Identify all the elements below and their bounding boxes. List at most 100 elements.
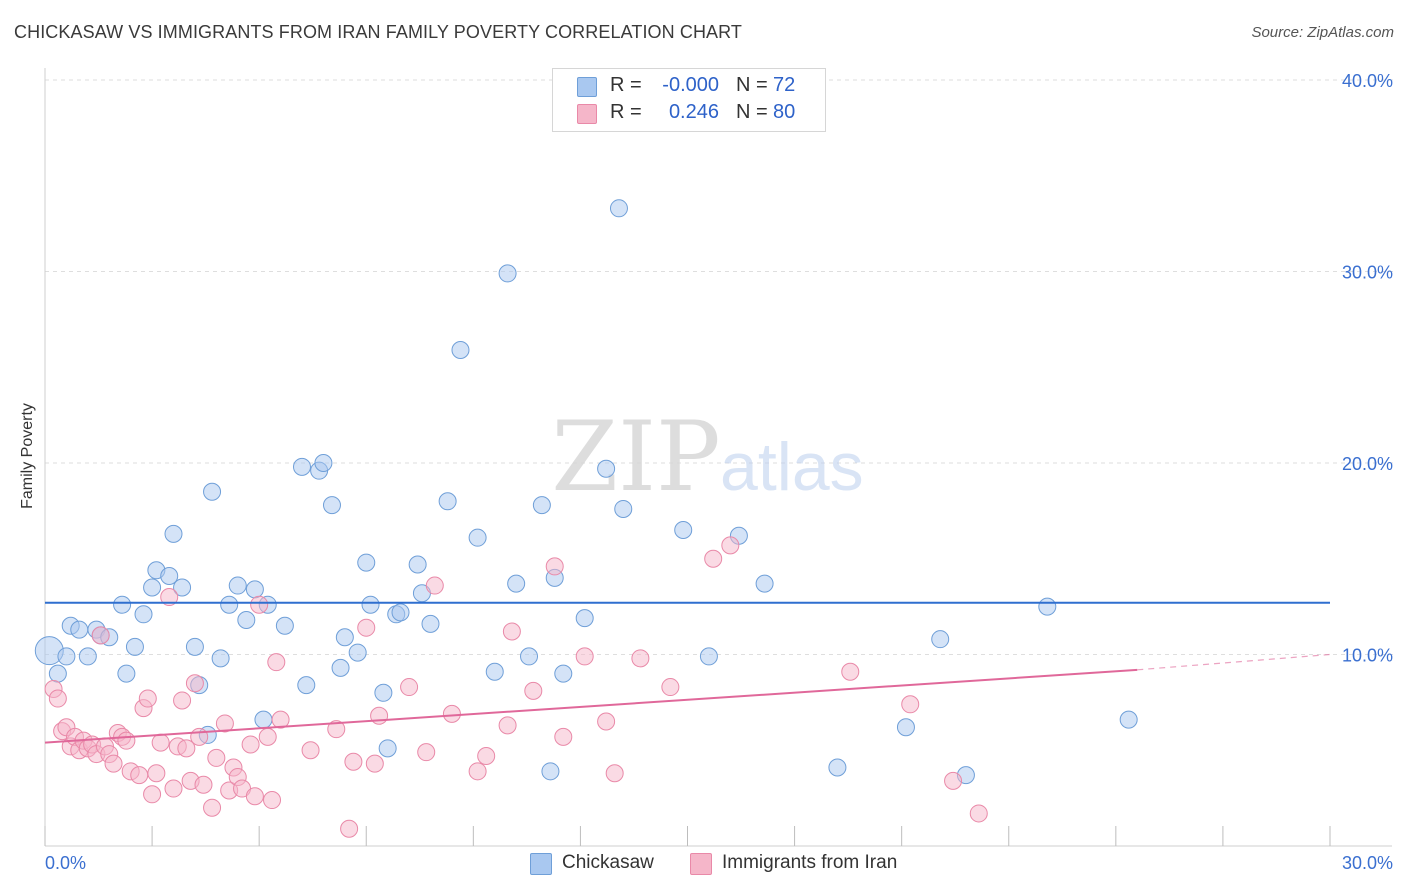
data-point-iran [944, 771, 963, 790]
data-point-chickasaw [185, 637, 204, 656]
data-point-chickasaw [48, 664, 67, 683]
data-point-iran [258, 727, 277, 746]
data-point-chickasaw [143, 578, 162, 597]
data-point-iran [545, 557, 564, 576]
legend-r-value: -0.000 [662, 74, 719, 96]
data-point-chickasaw [609, 199, 628, 218]
data-point-chickasaw [614, 499, 633, 518]
data-point-chickasaw [322, 496, 341, 515]
source-label: Source: ZipAtlas.com [1251, 24, 1394, 41]
legend-label-iran: Immigrants from Iran [722, 852, 898, 873]
data-point-iran [151, 733, 170, 752]
data-point-chickasaw [378, 739, 397, 758]
data-point-iran [143, 785, 162, 804]
data-point-iran [177, 739, 196, 758]
legend-row-iran: R = 0.246 N = 80 [553, 101, 825, 127]
data-point-chickasaw [297, 676, 316, 695]
data-point-chickasaw [507, 574, 526, 593]
series-iran [44, 536, 988, 838]
data-point-chickasaw [164, 524, 183, 543]
data-point-chickasaw [374, 683, 393, 702]
chart-title: CHICKASAW VS IMMIGRANTS FROM IRAN FAMILY… [14, 22, 743, 42]
data-point-chickasaw [541, 762, 560, 781]
legend-swatch-iran [690, 853, 712, 875]
data-point-chickasaw [173, 578, 192, 597]
watermark-atlas: atlas [720, 429, 864, 505]
data-point-chickasaw [293, 457, 311, 476]
watermark-zip: ZIP [551, 401, 720, 513]
data-point-chickasaw [134, 605, 153, 624]
data-point-iran [901, 695, 920, 714]
y-tick-label: 20.0% [1342, 454, 1393, 474]
data-point-iran [241, 735, 260, 754]
data-point-iran [327, 720, 346, 739]
data-point-iran [207, 748, 226, 767]
data-point-iran [267, 653, 286, 672]
data-point-iran [147, 764, 166, 783]
data-point-chickasaw [391, 603, 410, 622]
axes [44, 68, 1392, 847]
data-point-chickasaw [335, 628, 354, 647]
data-point-chickasaw [228, 576, 247, 595]
legend-label-chickasaw: Chickasaw [562, 852, 654, 873]
data-point-chickasaw [254, 710, 273, 729]
legend-n-label: N = [736, 74, 768, 96]
legend-n-value: 80 [773, 101, 796, 123]
trend-lines [44, 601, 1331, 744]
legend-r-label: R = [610, 101, 642, 123]
y-tick-label: 10.0% [1342, 646, 1393, 666]
data-point-iran [969, 804, 988, 823]
data-point-chickasaw [275, 616, 294, 635]
data-point-chickasaw [421, 614, 440, 633]
data-point-iran [301, 741, 320, 760]
data-point-chickasaw [211, 649, 230, 668]
x-tick-label: 30.0% [1342, 853, 1393, 873]
data-point-iran [130, 766, 149, 785]
data-point-chickasaw [117, 664, 136, 683]
data-point-chickasaw [931, 630, 950, 649]
correlation-legend: R = -0.000 N = 72 R = 0.246 N = 80 [552, 68, 826, 132]
data-point-iran [104, 754, 123, 773]
data-point-chickasaw [314, 454, 333, 472]
data-point-iran [721, 536, 740, 555]
data-point-chickasaw [70, 620, 89, 639]
data-point-chickasaw [78, 647, 97, 666]
data-point-iran [164, 779, 183, 798]
data-point-chickasaw [485, 662, 504, 681]
data-point-chickasaw [468, 528, 487, 547]
data-point-chickasaw [245, 580, 264, 599]
data-point-iran [400, 678, 419, 697]
data-point-iran [575, 647, 594, 666]
legend-row-chickasaw: R = -0.000 N = 72 [553, 74, 825, 100]
data-point-iran [661, 678, 680, 697]
watermark: ZIP atlas [551, 401, 863, 513]
data-point-chickasaw [828, 758, 847, 777]
data-point-iran [631, 649, 650, 668]
trend-extension-iran [1137, 653, 1331, 671]
data-point-iran [417, 743, 436, 762]
data-point-iran [425, 576, 444, 595]
data-point-chickasaw [113, 595, 132, 614]
data-point-chickasaw [348, 643, 367, 662]
y-tick-label: 40.0% [1342, 71, 1393, 91]
data-point-iran [841, 662, 860, 681]
data-point-iran [365, 754, 384, 773]
data-point-chickasaw [451, 341, 470, 360]
legend-swatch-chickasaw [530, 853, 552, 875]
data-point-chickasaw [1119, 710, 1138, 729]
data-point-chickasaw [532, 496, 551, 515]
data-point-iran [502, 622, 521, 641]
data-point-iran [344, 752, 363, 771]
data-point-chickasaw [331, 658, 350, 677]
data-point-iran [704, 549, 723, 568]
data-point-chickasaw [498, 264, 517, 283]
data-point-iran [468, 762, 487, 781]
data-point-chickasaw [237, 611, 256, 630]
data-point-iran [605, 764, 624, 783]
data-point-chickasaw [896, 718, 915, 737]
data-point-iran [185, 674, 204, 693]
data-point-chickasaw [57, 647, 76, 666]
data-point-chickasaw [520, 647, 539, 666]
trend-line-iran [44, 668, 1138, 744]
